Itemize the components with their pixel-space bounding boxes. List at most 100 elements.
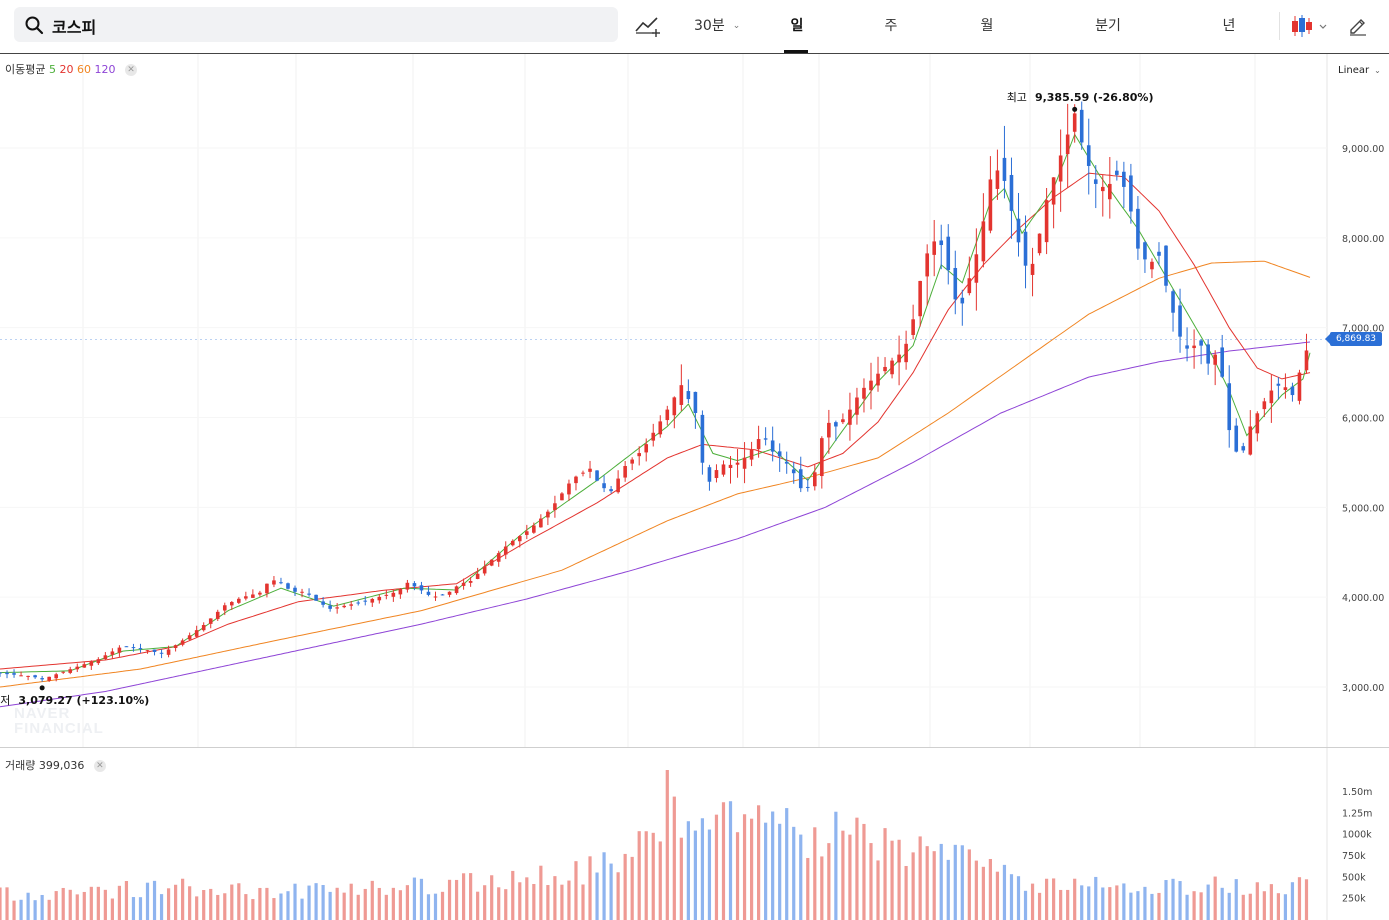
volume-chart[interactable]: 1.50m 1.25m 1000k 750k 500k 250k bbox=[0, 748, 1389, 920]
candle-down bbox=[1220, 347, 1224, 377]
y-tick-label: 4,000.00 bbox=[1342, 593, 1384, 604]
candle-up bbox=[222, 605, 227, 611]
volume-bar-up bbox=[195, 896, 199, 920]
volume-bar-up bbox=[918, 836, 922, 920]
candle-up bbox=[1283, 387, 1288, 390]
candle-up bbox=[237, 598, 241, 603]
candle-up bbox=[525, 531, 529, 535]
candle-up bbox=[47, 676, 51, 681]
volume-bar-down bbox=[939, 843, 943, 920]
candle-up bbox=[988, 179, 993, 231]
remove-volume-close-icon[interactable]: ✕ bbox=[93, 760, 106, 772]
volume-bar-down bbox=[1009, 874, 1014, 920]
candle-up bbox=[581, 472, 585, 474]
tab-day[interactable]: 일 bbox=[790, 18, 804, 34]
volume-bar-up bbox=[405, 885, 409, 920]
trend-line-tool-icon[interactable] bbox=[634, 14, 662, 38]
scale-dropdown[interactable]: Linear ⌄ bbox=[1338, 65, 1381, 76]
candle-up bbox=[251, 594, 255, 598]
volume-bar-up bbox=[623, 853, 627, 920]
volume-bar-down bbox=[700, 818, 705, 920]
candle-down bbox=[1241, 446, 1246, 451]
volume-bar-up bbox=[469, 873, 473, 920]
candlestick-type-icon[interactable] bbox=[1290, 13, 1330, 39]
volume-bar-down bbox=[693, 830, 697, 920]
candle-up bbox=[510, 540, 515, 546]
candle-up bbox=[1150, 261, 1154, 270]
candle-down bbox=[1234, 425, 1239, 452]
search-bar[interactable]: 코스피 bbox=[14, 7, 618, 42]
volume-bar-down bbox=[946, 859, 950, 920]
candle-down bbox=[159, 652, 164, 654]
candle-up bbox=[517, 536, 522, 542]
candle-up bbox=[1065, 134, 1070, 155]
candle-up bbox=[932, 241, 937, 255]
volume-bar-up bbox=[47, 899, 51, 920]
search-query[interactable]: 코스피 bbox=[52, 18, 97, 37]
price-chart[interactable]: 9,000.00 8,000.00 7,000.00 6,000.00 5,000.00… bbox=[0, 54, 1389, 747]
candle-down bbox=[33, 675, 37, 678]
remove-ma-close-icon[interactable]: ✕ bbox=[124, 64, 137, 76]
candle-up bbox=[145, 650, 150, 652]
candle-down bbox=[1143, 242, 1147, 260]
candle-up bbox=[1051, 177, 1056, 205]
candle-down bbox=[279, 582, 283, 584]
candle-down bbox=[321, 601, 325, 605]
candle-down bbox=[1079, 109, 1084, 143]
pencil-icon[interactable] bbox=[1347, 14, 1369, 36]
volume-legend: 거래량 399,036 ✕ bbox=[5, 757, 106, 773]
volume-bar-up bbox=[5, 887, 9, 920]
candle-up bbox=[623, 466, 627, 478]
candle-up bbox=[475, 573, 480, 579]
watermark-line-2: FINANCIAL bbox=[14, 720, 104, 737]
volume-bar-up bbox=[679, 837, 683, 920]
tab-quarter[interactable]: 분기 bbox=[1095, 18, 1121, 34]
candle-down bbox=[1157, 251, 1161, 256]
candle-up bbox=[890, 360, 894, 375]
candle-up bbox=[82, 664, 87, 668]
candle-up bbox=[630, 459, 634, 464]
search-icon bbox=[25, 16, 44, 35]
candle-down bbox=[798, 469, 803, 489]
tab-month[interactable]: 월 bbox=[980, 18, 994, 34]
volume-bar-up bbox=[813, 827, 817, 920]
candle-down bbox=[0, 672, 2, 674]
y-tick-label: 7,000.00 bbox=[1342, 324, 1384, 335]
interval-dropdown[interactable]: 30분 ⌄ bbox=[694, 15, 740, 35]
candle-up bbox=[117, 647, 122, 653]
volume-bar-up bbox=[188, 886, 192, 920]
candle-up bbox=[658, 421, 663, 435]
volume-bar-up bbox=[925, 846, 929, 920]
volume-bar-up bbox=[616, 872, 620, 920]
candle-down bbox=[595, 470, 599, 481]
volume-bar-down bbox=[1227, 892, 1231, 920]
volume-bar-up bbox=[96, 886, 100, 920]
candle-down bbox=[960, 297, 965, 304]
candle-up bbox=[539, 518, 543, 528]
volume-tick-label: 1.50m bbox=[1342, 787, 1372, 798]
candle-down bbox=[1164, 245, 1168, 286]
volume-bar-up bbox=[1248, 893, 1252, 920]
candle-up bbox=[215, 611, 220, 619]
ma-legend-label: 이동평균 bbox=[5, 63, 46, 76]
volume-bar-up bbox=[202, 890, 206, 920]
high-marker-dot bbox=[1072, 106, 1078, 112]
volume-bar-up bbox=[440, 891, 445, 920]
scale-label: Linear bbox=[1338, 65, 1370, 76]
volume-bar-down bbox=[1016, 876, 1021, 920]
volume-bar-up bbox=[974, 860, 978, 920]
candle-up bbox=[841, 419, 845, 423]
pane-divider[interactable] bbox=[0, 747, 1389, 748]
candle-up bbox=[26, 675, 30, 677]
volume-bar-up bbox=[12, 900, 16, 920]
candle-up bbox=[208, 618, 213, 624]
volume-bar-up bbox=[82, 891, 86, 920]
candle-up bbox=[1037, 233, 1042, 254]
candle-down bbox=[1199, 340, 1203, 346]
tab-week[interactable]: 주 bbox=[884, 18, 898, 34]
volume-bar-up bbox=[553, 876, 557, 920]
tab-year[interactable]: 년 bbox=[1222, 18, 1236, 34]
candle-up bbox=[370, 598, 375, 603]
volume-bar-down bbox=[1220, 887, 1224, 920]
volume-bar-up bbox=[672, 796, 676, 920]
